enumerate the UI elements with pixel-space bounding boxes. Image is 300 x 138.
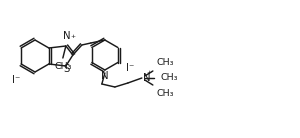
Text: +: + <box>147 70 152 75</box>
Text: CH₃: CH₃ <box>157 58 174 67</box>
Text: CH₃: CH₃ <box>161 74 178 83</box>
Text: S: S <box>64 64 70 74</box>
Text: I⁻: I⁻ <box>12 75 20 85</box>
Text: N: N <box>101 71 109 81</box>
Text: +: + <box>71 34 76 39</box>
Text: CH₃: CH₃ <box>54 62 72 71</box>
Text: N: N <box>63 31 71 41</box>
Text: I⁻: I⁻ <box>126 63 134 73</box>
Text: CH₃: CH₃ <box>157 89 174 98</box>
Text: N: N <box>143 73 151 83</box>
